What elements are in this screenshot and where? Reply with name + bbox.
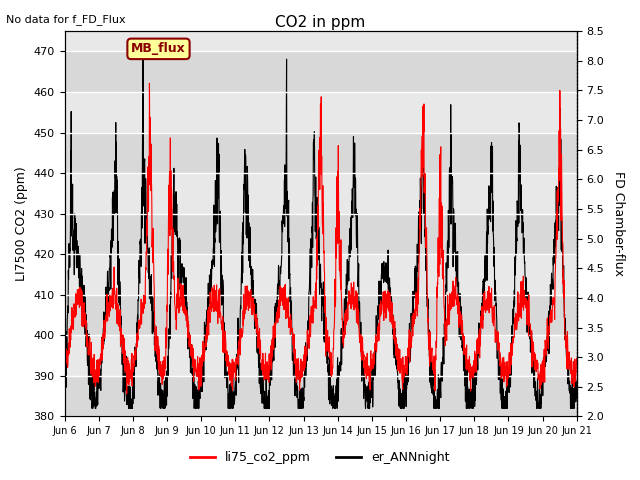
Bar — [65, 295, 577, 336]
Title: CO2 in ppm: CO2 in ppm — [275, 15, 365, 30]
Bar — [65, 376, 577, 417]
Bar — [65, 132, 577, 173]
Text: No data for f_FD_Flux: No data for f_FD_Flux — [6, 14, 126, 25]
Bar — [65, 254, 577, 295]
Text: MB_flux: MB_flux — [131, 42, 186, 55]
Bar — [65, 173, 577, 214]
Legend: li75_co2_ppm, er_ANNnight: li75_co2_ppm, er_ANNnight — [186, 446, 454, 469]
Y-axis label: LI7500 CO2 (ppm): LI7500 CO2 (ppm) — [15, 167, 28, 281]
Bar — [65, 51, 577, 92]
Bar — [65, 214, 577, 254]
Bar — [65, 92, 577, 132]
Y-axis label: FD Chamber-flux: FD Chamber-flux — [612, 171, 625, 276]
Bar — [65, 336, 577, 376]
